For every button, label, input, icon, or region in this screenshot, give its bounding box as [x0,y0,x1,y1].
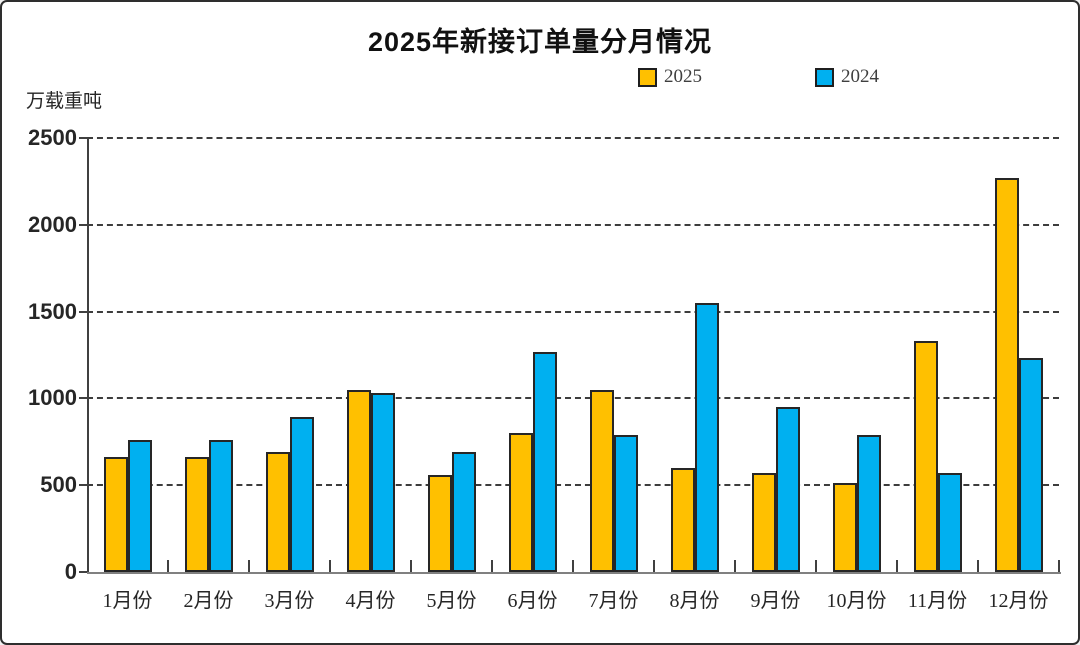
y-axis-tick-2500 [79,137,87,139]
legend-label-2024: 2024 [841,66,879,87]
x-axis-tick-2 [248,560,250,572]
x-axis-tick-4 [410,560,412,572]
bar-2024-6月份 [532,351,557,572]
bar-2024-3月份 [289,417,314,572]
legend-item-2025: 2025 [638,66,702,88]
x-tick-label-9月份: 9月份 [750,590,801,612]
x-axis-tick-10 [896,560,898,572]
y-tick-label-2000: 2000 [28,211,77,237]
y-axis-line [87,138,89,572]
bar-2024-7月份 [613,434,638,572]
x-tick-label-10月份: 10月份 [826,590,887,612]
x-tick-label-12月份: 12月份 [988,590,1049,612]
bar-2025-4月份 [346,389,371,572]
x-tick-label-1月份: 1月份 [102,590,153,612]
y-axis-tick-1500 [79,310,87,313]
x-axis-tick-3 [329,560,331,572]
bar-2025-12月份 [994,177,1019,572]
y-axis-tick-500 [79,484,87,487]
bar-2024-10月份 [856,434,881,572]
gridline-2500 [87,137,1059,139]
bar-2025-9月份 [751,473,776,572]
gridline-500 [87,484,1059,487]
legend-item-2024: 2024 [815,66,879,88]
x-tick-label-11月份: 11月份 [907,590,968,612]
x-axis-tick-9 [815,560,817,572]
y-axis-tick-2000 [79,223,87,226]
x-axis-tick-11 [977,560,979,572]
bar-2025-2月份 [184,457,209,572]
bar-2025-11月份 [913,341,938,572]
x-tick-label-7月份: 7月份 [588,590,639,612]
y-axis-title: 万载重吨 [26,91,103,112]
x-axis-tick-1 [167,560,169,572]
x-tick-label-3月份: 3月份 [264,590,315,612]
x-axis-line [87,572,1061,574]
legend-label-2025: 2025 [664,66,702,87]
y-tick-label-1500: 1500 [28,298,77,324]
legend-swatch-2024 [815,67,834,87]
x-axis-tick-12 [1058,560,1060,572]
y-tick-label-500: 500 [40,472,77,498]
gridline-2000 [87,223,1059,226]
x-tick-label-4月份: 4月份 [345,590,396,612]
x-tick-label-8月份: 8月份 [669,590,720,612]
y-axis-tick-0 [79,571,87,573]
bar-2024-9月份 [775,407,800,572]
y-tick-label-2500: 2500 [28,125,77,150]
bar-2024-5月份 [451,452,476,572]
y-axis-tick-1000 [79,397,87,400]
gridline-1500 [87,310,1059,313]
x-axis-tick-8 [734,560,736,572]
bar-2025-1月份 [103,457,128,572]
x-tick-label-6月份: 6月份 [507,590,558,612]
y-tick-label-0: 0 [64,559,77,584]
bar-2024-12月份 [1018,358,1043,572]
bar-2025-5月份 [427,474,452,572]
bar-2024-11月份 [937,473,962,572]
bar-2025-8月份 [670,467,695,572]
x-tick-label-2月份: 2月份 [183,590,234,612]
bar-2024-2月份 [208,440,233,572]
legend-swatch-2025 [638,67,657,87]
x-tick-label-5月份: 5月份 [426,590,477,612]
bar-2024-4月份 [370,393,395,572]
bar-2025-6月份 [508,433,533,572]
x-axis-tick-5 [491,560,493,572]
bar-2025-3月份 [265,452,290,572]
bar-2024-1月份 [127,440,152,572]
chart-title: 2025年新接订单量分月情况 [367,27,713,57]
x-axis-tick-6 [572,560,574,572]
x-axis-tick-7 [653,560,655,572]
y-tick-label-1000: 1000 [28,385,77,411]
bar-2025-7月份 [589,389,614,572]
bar-2024-8月份 [694,302,719,572]
legend: 2025 2024 [638,66,879,88]
gridline-1000 [87,397,1059,400]
bar-2025-10月份 [832,483,857,572]
